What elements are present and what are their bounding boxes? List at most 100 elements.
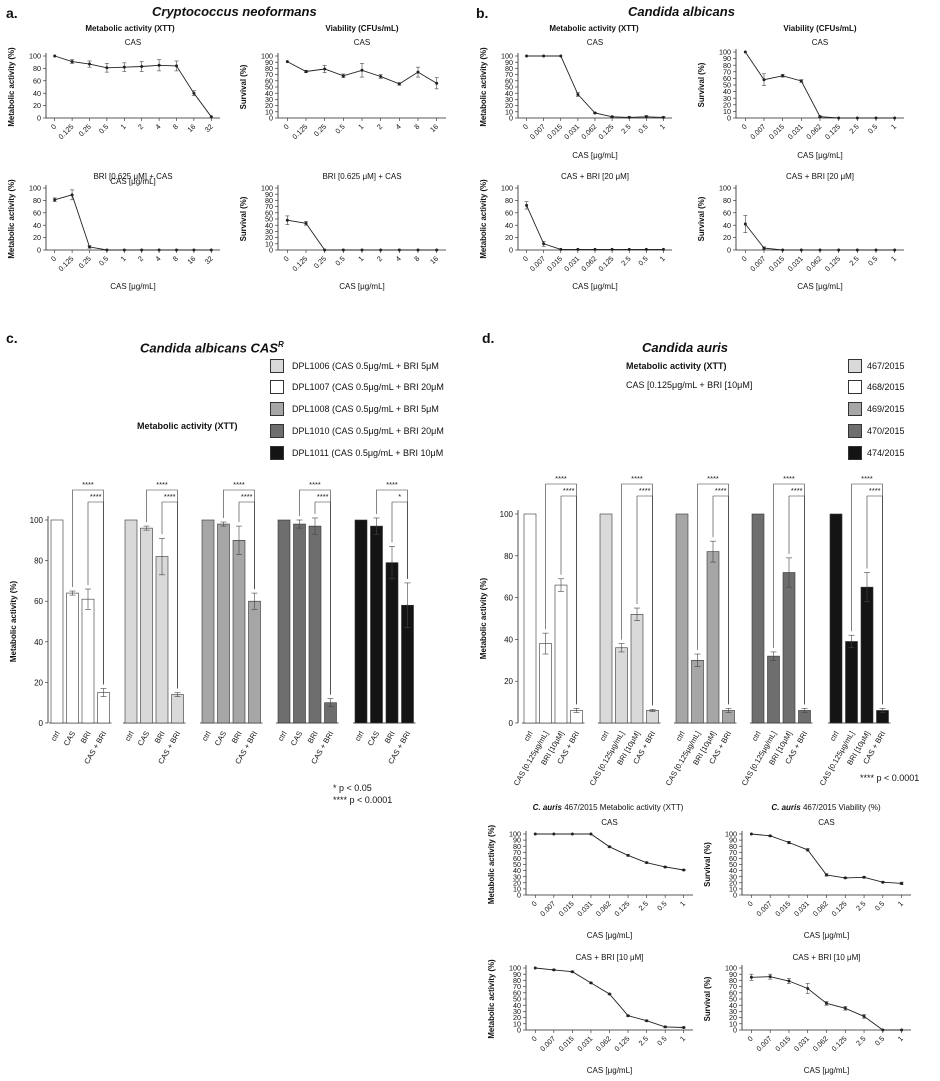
data-point <box>855 116 859 120</box>
y-tick-label: 20 <box>33 233 41 242</box>
x-tick-label: 0 <box>282 254 291 263</box>
x-tick-label: 0 <box>521 122 530 131</box>
bar <box>50 519 64 724</box>
x-tick-label: ctrl <box>598 729 611 742</box>
data-point <box>435 81 439 85</box>
data-point <box>837 116 841 120</box>
y-tick-label: 60 <box>504 594 513 603</box>
data-point <box>874 116 878 120</box>
data-point <box>175 64 178 68</box>
data-point <box>644 115 648 119</box>
data-point <box>806 986 810 990</box>
y-tick-label: 30 <box>513 872 521 881</box>
x-tick-label: 0.125 <box>56 254 75 273</box>
x-axis-label: CAS [μg/mL] <box>797 282 843 291</box>
data-point <box>341 248 345 252</box>
legend-swatch <box>848 446 862 460</box>
y-axis-label: Survival (%) <box>703 842 712 887</box>
chart-heading: Metabolic activity (XTT) <box>85 24 175 33</box>
data-point <box>762 246 766 250</box>
data-point <box>799 248 803 252</box>
x-tick-label: CAS <box>136 730 152 748</box>
x-tick-label: 4 <box>153 122 162 131</box>
x-tick-label: 0.125 <box>56 122 75 141</box>
x-tick-label: 16 <box>428 122 440 134</box>
data-point <box>627 115 631 119</box>
data-point <box>533 966 537 970</box>
significance-label: **** <box>82 480 94 489</box>
x-axis-label: CAS [μg/mL] <box>587 1066 633 1075</box>
x-tick-label: 8 <box>171 122 180 131</box>
y-tick-label: 100 <box>725 964 737 973</box>
y-tick-label: 60 <box>505 76 513 85</box>
series-line <box>54 55 212 118</box>
y-tick-label: 20 <box>513 1013 521 1022</box>
y-tick-label: 0 <box>727 246 731 255</box>
data-point <box>416 70 420 74</box>
data-point <box>53 54 57 58</box>
chart-title: BRI [0.625 μM] + CAS <box>93 172 172 181</box>
data-point <box>323 67 327 71</box>
data-point <box>749 832 753 836</box>
x-tick-label: 0.031 <box>792 1034 811 1053</box>
data-point <box>70 60 74 64</box>
x-axis-label: CAS [μg/mL] <box>339 282 385 291</box>
data-point <box>379 74 383 78</box>
data-point <box>525 203 529 207</box>
x-tick-label: 1 <box>896 1034 905 1043</box>
data-point <box>105 248 109 252</box>
data-point <box>285 218 289 222</box>
data-point <box>645 1019 649 1023</box>
x-tick-label: 0.062 <box>594 1034 613 1053</box>
legend-label: DPL1007 (CAS 0.5μg/mL + BRI 20μM <box>292 382 444 392</box>
data-point <box>593 111 597 115</box>
y-tick-label: 100 <box>500 510 514 519</box>
data-point <box>644 247 648 251</box>
significance-bracket <box>712 495 729 705</box>
y-tick-label: 70 <box>505 70 513 79</box>
y-tick-label: 20 <box>723 233 731 242</box>
panel-a-letter: a. <box>6 5 18 21</box>
significance-bracket <box>391 501 408 579</box>
data-point <box>781 74 785 78</box>
y-tick-label: 30 <box>505 95 513 104</box>
y-tick-label: 80 <box>265 196 273 205</box>
panel-d-significance-note: **** p < 0.0001 <box>860 773 920 783</box>
x-tick-label: 2.5 <box>847 122 860 135</box>
y-tick-label: 80 <box>723 196 731 205</box>
x-tick-label: 0.5 <box>655 899 668 912</box>
panel-c-significance-note-2: **** p < 0.0001 <box>333 795 393 805</box>
y-tick-label: 90 <box>505 58 513 67</box>
y-tick-label: 20 <box>34 678 43 687</box>
y-axis-label: Survival (%) <box>697 62 706 107</box>
bar <box>845 641 858 724</box>
x-tick-label: 0.062 <box>579 254 598 273</box>
data-point <box>140 248 144 252</box>
y-tick-label: 10 <box>513 885 521 894</box>
x-tick-label: 0.015 <box>767 122 786 141</box>
y-tick-label: 70 <box>729 848 737 857</box>
data-point <box>70 193 74 197</box>
chart-heading: Viability (CFUs/mL) <box>325 24 399 33</box>
x-tick-label: 0.062 <box>804 122 823 141</box>
y-tick-label: 10 <box>265 107 273 116</box>
y-tick-label: 40 <box>34 638 43 647</box>
y-axis-label: Survival (%) <box>239 64 248 109</box>
data-point <box>88 245 91 249</box>
y-tick-label: 60 <box>265 208 273 217</box>
series-line <box>535 967 684 1028</box>
x-axis-label: CAS [μg/mL] <box>587 931 633 940</box>
y-tick-label: 40 <box>265 89 273 98</box>
y-tick-label: 40 <box>729 866 737 875</box>
x-tick-label: 4 <box>394 122 403 131</box>
x-axis-label: CAS [μg/mL] <box>797 151 843 160</box>
x-tick-label: CAS <box>366 730 382 748</box>
panel-d-letter: d. <box>482 330 495 346</box>
chart-title: CAS <box>125 38 141 47</box>
